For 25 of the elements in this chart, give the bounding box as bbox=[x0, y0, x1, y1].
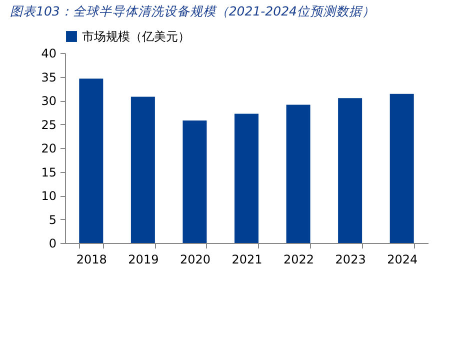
y-tick-label: 30 bbox=[41, 94, 56, 108]
x-tick-label: 2019 bbox=[128, 252, 159, 266]
x-tick-label: 2018 bbox=[76, 252, 107, 266]
x-tick-label: 2022 bbox=[284, 252, 314, 266]
x-tick-label: 2020 bbox=[180, 252, 210, 266]
bar bbox=[234, 114, 258, 243]
chart-title: 图表103：全球半导体清洗设备规模（2021-2024位预测数据） bbox=[10, 4, 375, 18]
y-tick-label: 25 bbox=[41, 118, 56, 132]
y-tick-label: 35 bbox=[41, 70, 56, 84]
bar bbox=[130, 96, 155, 243]
y-tick-label: 0 bbox=[48, 236, 56, 250]
bar bbox=[182, 120, 207, 243]
y-tick-label: 10 bbox=[41, 189, 56, 203]
y-tick-label: 20 bbox=[41, 142, 56, 156]
bar bbox=[390, 94, 414, 243]
x-tick-label: 2023 bbox=[335, 252, 366, 266]
bar bbox=[79, 78, 104, 243]
x-tick-label: 2021 bbox=[232, 252, 262, 266]
bar bbox=[338, 98, 362, 243]
y-tick-label: 5 bbox=[48, 212, 56, 227]
legend-label: 市场规模（亿美元） bbox=[82, 30, 190, 44]
bar bbox=[286, 104, 310, 243]
y-tick-label: 40 bbox=[41, 46, 56, 60]
x-tick-label: 2024 bbox=[387, 252, 418, 266]
y-tick-label: 15 bbox=[41, 165, 56, 180]
